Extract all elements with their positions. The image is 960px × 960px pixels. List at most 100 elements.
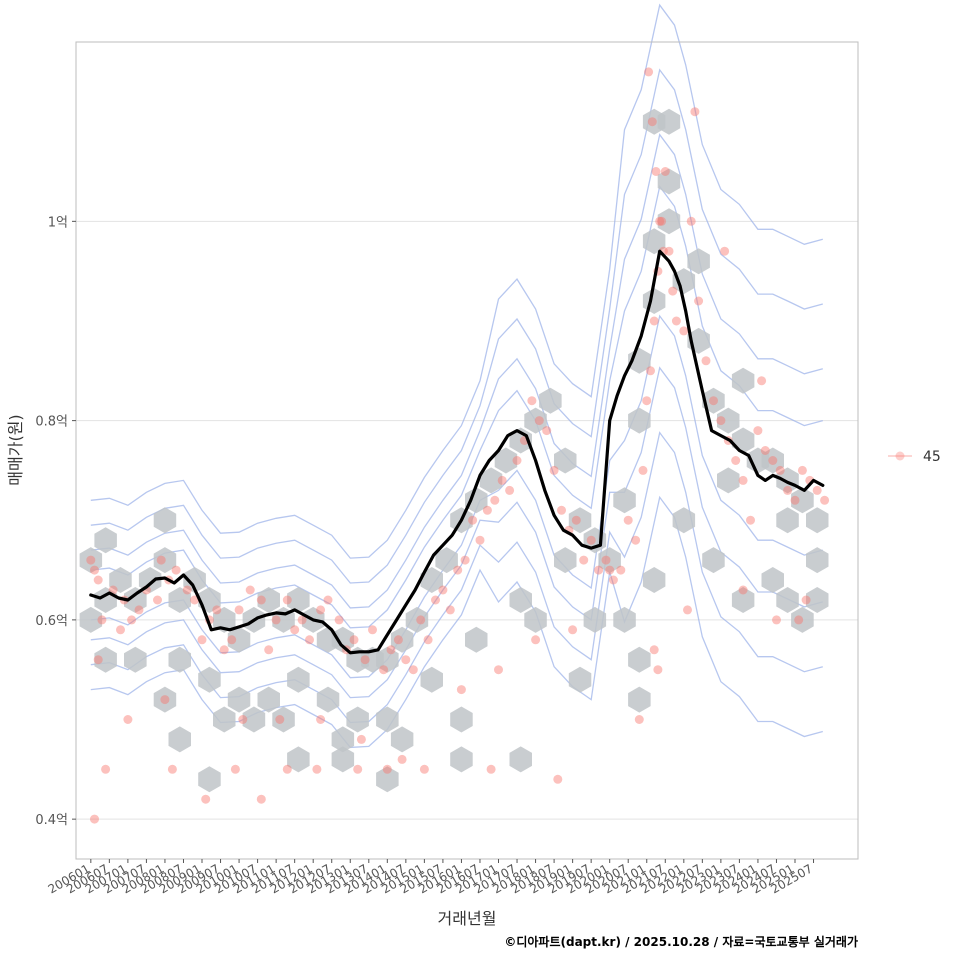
hexbin-cell	[405, 606, 429, 633]
hexbin-cell	[642, 228, 666, 255]
scatter-point	[453, 565, 463, 575]
scatter-point	[651, 167, 661, 176]
trend-line	[89, 249, 825, 655]
hexbin-cell	[257, 587, 280, 613]
scatter-point	[553, 774, 563, 784]
scatter-point	[746, 515, 755, 525]
hexbin-cell	[257, 686, 280, 713]
y-tick-label: 0.4억	[35, 813, 68, 828]
scatter-point	[290, 625, 300, 635]
hexbin-cell	[539, 387, 562, 414]
scatter-point	[631, 535, 641, 545]
scatter-point	[393, 635, 403, 645]
scatter-point	[431, 595, 440, 605]
scatter-points	[86, 67, 830, 824]
hexbin-cell	[806, 587, 829, 613]
scatter-point	[219, 645, 229, 655]
scatter-point	[486, 764, 496, 774]
scatter-point	[686, 216, 696, 226]
plot-panel-border	[75, 41, 859, 860]
scatter-point	[153, 595, 162, 605]
scatter-point	[323, 595, 333, 605]
scatter-point	[601, 555, 611, 565]
scatter-point	[93, 575, 103, 585]
scatter-point	[775, 465, 785, 475]
scatter-point	[720, 246, 730, 256]
hexbin-cell	[642, 567, 666, 593]
scatter-point	[586, 535, 596, 545]
scatter-point	[353, 764, 363, 774]
x-axis-title: 거래년월	[438, 909, 497, 928]
scatter-point	[101, 764, 111, 774]
scatter-point	[660, 167, 670, 176]
density-contour	[90, 431, 823, 724]
scatter-point	[557, 505, 566, 515]
scatter-point	[694, 296, 704, 306]
density-contour	[90, 68, 823, 584]
hexbin-cell	[124, 587, 147, 613]
scatter-point	[190, 595, 200, 605]
hexbin-cell	[168, 726, 191, 753]
hexbin-cell	[687, 248, 710, 275]
hexbin-cell	[168, 646, 191, 673]
hexbin-cell	[628, 407, 651, 434]
scatter-point	[594, 565, 604, 575]
hexbin-cell	[583, 606, 607, 633]
hexbin-cell	[168, 587, 191, 613]
hexbin-cell	[494, 447, 518, 474]
scatter-point	[386, 645, 396, 655]
scatter-point	[738, 585, 748, 595]
scatter-point	[275, 715, 285, 724]
hexbin-cell	[420, 666, 443, 693]
scatter-point	[256, 794, 266, 804]
scatter-point	[683, 605, 692, 615]
hexbin-layer	[79, 108, 829, 793]
scatter-point	[768, 456, 778, 465]
hexbin-cell	[242, 706, 266, 733]
scatter-point	[234, 605, 244, 615]
y-axis-title: 매매가(원)	[6, 414, 25, 485]
hexbin-cell	[183, 567, 206, 593]
hexbin-cell	[509, 746, 532, 773]
y-tick-label: 0.6억	[35, 614, 68, 629]
scatter-point	[297, 615, 307, 625]
scatter-point	[505, 485, 515, 495]
hexbin-cell	[731, 367, 755, 394]
scatter-point	[497, 475, 507, 485]
scatter-point	[256, 595, 266, 605]
scatter-point	[646, 366, 655, 376]
scatter-point	[812, 485, 822, 495]
scatter-point	[760, 446, 770, 455]
y-tick-label: 1억	[48, 215, 68, 230]
scatter-point	[445, 605, 455, 615]
scatter-point	[647, 117, 657, 127]
scatter-point	[642, 396, 652, 406]
scatter-point	[482, 505, 492, 515]
scatter-point	[709, 396, 718, 406]
legend-key-point	[895, 451, 905, 461]
scatter-point	[401, 655, 411, 665]
scatter-point	[312, 764, 322, 774]
scatter-point	[160, 695, 170, 705]
hexbin-cell	[672, 507, 696, 534]
hexbin-cell	[806, 507, 829, 534]
scatter-point	[368, 625, 377, 635]
scatter-point	[783, 485, 793, 495]
scatter-point	[197, 635, 207, 645]
hexbin-cell	[124, 646, 147, 673]
hexbin-cell	[717, 407, 740, 434]
hexbin-cell	[568, 507, 592, 534]
hexbin-cell	[509, 587, 532, 613]
hexbin-cell	[316, 686, 340, 713]
scatter-point	[271, 615, 281, 625]
scatter-point	[356, 734, 366, 744]
hexbin-cell	[628, 686, 651, 713]
trend-line-layer	[89, 249, 825, 655]
scatter-point	[527, 396, 537, 406]
scatter-point	[227, 635, 237, 645]
scatter-point	[664, 246, 674, 256]
scatter-point	[201, 794, 211, 804]
scatter-point	[716, 416, 726, 426]
scatter-point	[468, 515, 478, 525]
